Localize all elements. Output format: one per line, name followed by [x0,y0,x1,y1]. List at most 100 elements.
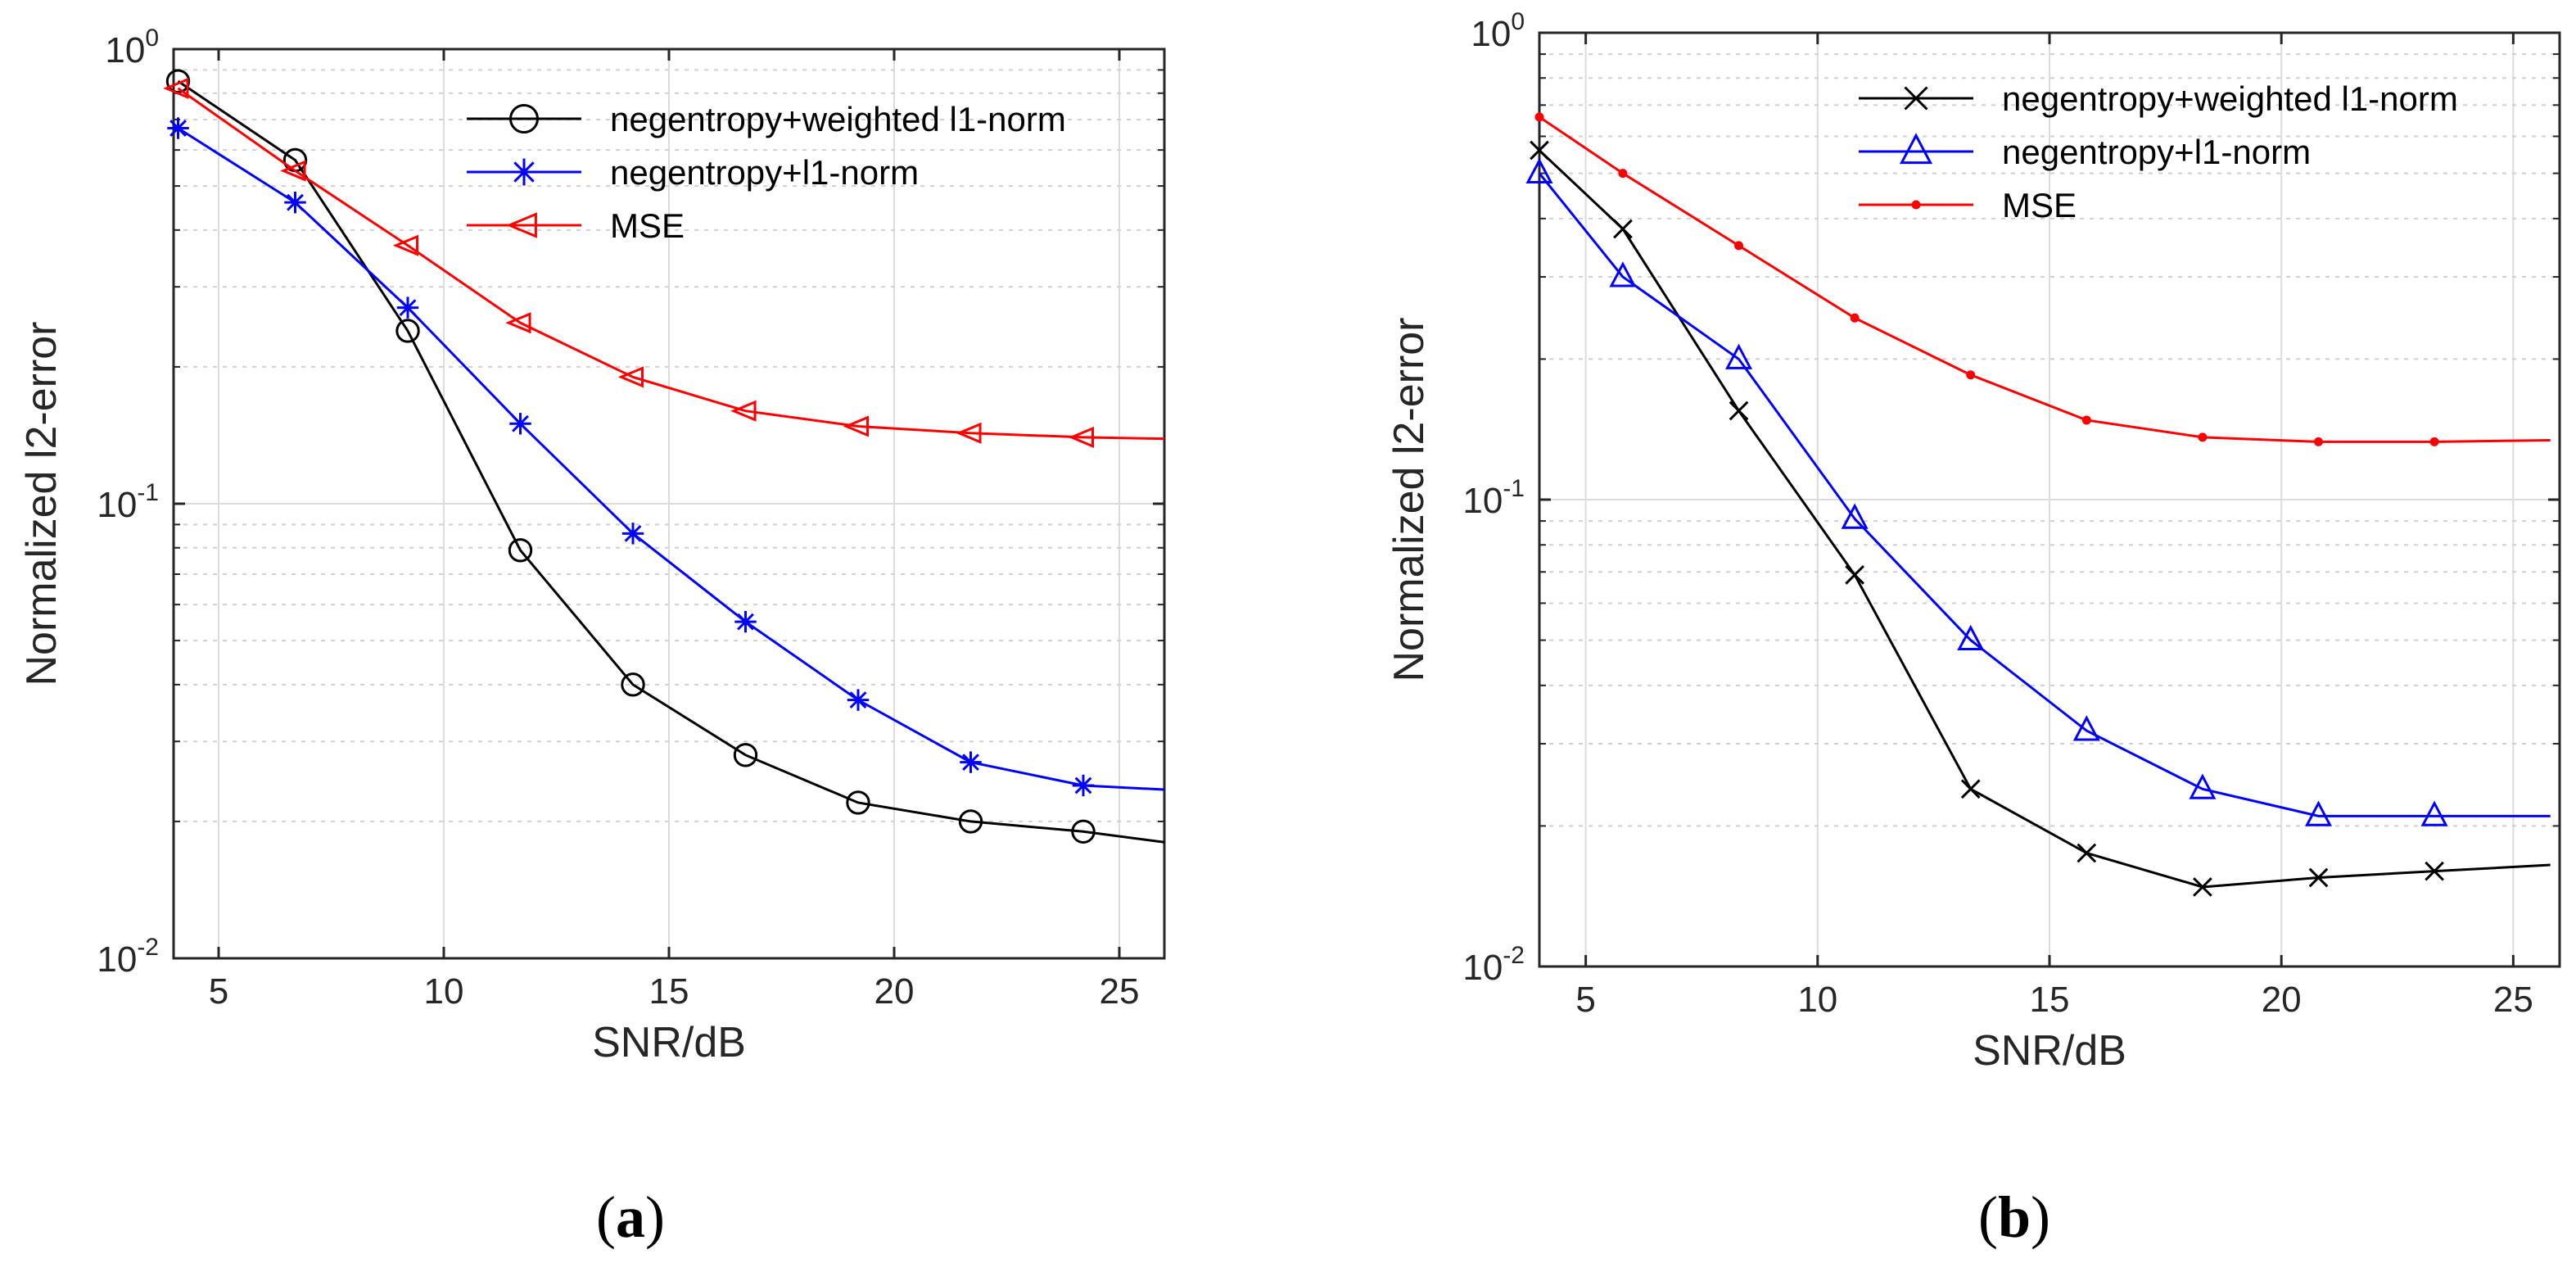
x-axis-title: SNR/dB [1973,1027,2126,1075]
data-point [509,413,531,435]
series-line [177,79,1164,844]
x-tick-label: 15 [2030,980,2070,1020]
panel-b-chart: 5 10 15 20 25 10-2 10-1 100 SNR/dB Normalized l2-… [1385,8,2561,1075]
legend-label: negentropy+weighted l1-norm [610,100,1066,138]
legend-marker [510,158,538,186]
marker-stroke [737,613,754,631]
x-tick-label: 10 [424,971,464,1012]
marker-stroke [513,161,535,183]
series-2-markers [1525,157,2448,826]
data-point [960,751,982,773]
legend-label: MSE [2002,186,2077,224]
data-point [1966,370,1976,380]
data-point [1725,343,1753,369]
x-tick-label: 5 [1575,980,1595,1020]
data-point [1534,112,1544,122]
data-point [1613,219,1633,239]
series-1 [177,79,1164,844]
marker-stroke [1845,564,1864,585]
marker-stroke [287,193,304,211]
data-point [621,672,645,697]
series-3 [1539,115,2551,443]
data-point [396,296,419,319]
marker-stroke [1960,779,1981,799]
data-point [1841,503,1869,529]
marker-stroke [399,299,417,316]
data-point [2189,773,2217,799]
series-3-markers [1534,112,2439,446]
x-tick-label: 25 [2493,980,2533,1020]
series-line [177,127,1164,791]
series-2 [177,127,1164,791]
data-point [1845,564,1864,585]
series-line [1539,149,2551,889]
legend-label: negentropy+weighted l1-norm [2002,79,2458,118]
data-point [843,415,870,437]
data-point [167,117,189,139]
y-axis-title: Normalized l2-error [18,322,66,686]
data-point [1071,819,1096,844]
series-1 [1539,149,2551,889]
legend-marker [1904,86,1928,111]
panel-a-caption: (a) [596,1184,665,1250]
marker-stroke [2308,867,2329,888]
data-point [734,610,757,633]
data-point [1618,169,1628,179]
marker-stroke [169,120,187,137]
legend: negentropy+weighted l1-norm negentropy+l1… [467,100,1066,245]
y-tick-label: 100 [105,25,159,70]
data-point [1530,140,1549,161]
marker-stroke [962,754,979,771]
data-point [284,191,306,214]
data-point [730,400,757,422]
marker-stroke [1729,401,1749,421]
x-tick-label: 20 [874,971,915,1012]
y-tick-label: 10-1 [97,479,159,525]
marker-stroke [1613,219,1633,239]
data-point [621,523,644,545]
x-tick-label: 20 [2262,980,2302,1020]
data-point [280,160,306,182]
data-point [1068,426,1095,448]
data-point [956,422,982,444]
marker-stroke [624,524,642,542]
data-point [1525,157,1553,184]
marker-stroke [512,414,529,432]
data-point [2429,437,2439,446]
data-point [2313,437,2323,446]
x-axis-title: SNR/dB [592,1019,746,1066]
legend-label: MSE [610,206,685,245]
data-point [163,77,189,99]
data-point [505,312,531,334]
series-2 [1539,172,2551,817]
y-axis-title: Normalized l2-error [1385,318,1433,682]
legend-marker [1899,133,1933,165]
data-point [958,809,983,834]
data-point [847,689,870,711]
y-tick-label: 10-2 [1462,942,1525,988]
data-point [617,366,644,388]
y-tick-label: 10-2 [97,934,159,980]
data-point [2193,877,2212,897]
legend: negentropy+weighted l1-norm negentropy+l1… [1859,79,2458,224]
marker-stroke [2425,861,2444,881]
marker-stroke [2077,843,2097,863]
series-line [1539,172,2551,817]
data-point [2304,800,2333,826]
series-3-markers [163,77,1095,448]
x-tick-label: 15 [649,971,689,1012]
data-point [2072,715,2100,741]
data-point [508,538,533,563]
marker-stroke [2193,877,2212,897]
y-tick-label: 10-1 [1462,475,1525,521]
data-point [2081,415,2091,425]
panel-a-chart: 5 10 15 20 25 10-2 10-1 100 SNR/dB Normalized l2-… [18,25,1166,1066]
data-point [2420,800,2448,826]
legend-marker [506,212,537,238]
data-point [1734,241,1744,251]
data-point [1072,774,1095,797]
data-point [2308,867,2329,888]
data-point [1729,401,1749,421]
data-point [1609,261,1637,287]
data-point [2077,843,2097,863]
